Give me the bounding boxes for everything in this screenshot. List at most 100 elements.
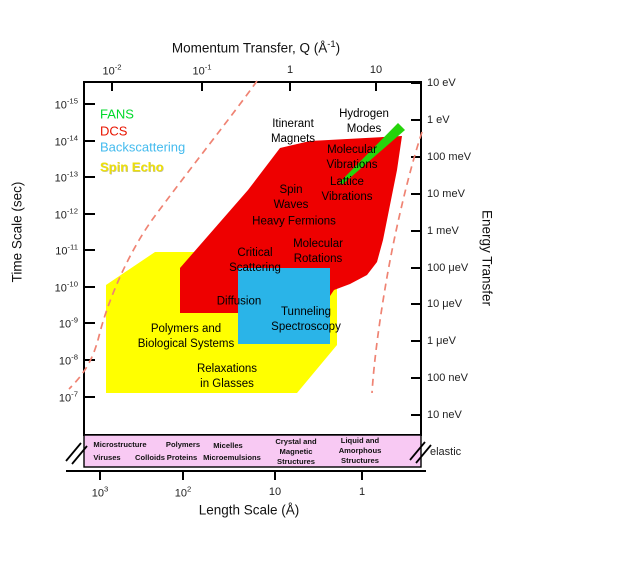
left-axis-tick-label: 10-11 [55,243,78,258]
top-axis-title-sup: -1 [327,38,336,50]
tick-base: 10 [58,355,72,368]
top-axis-tick-label: 1 [287,64,293,76]
band-label-liquid-and: Liquid and Amorphous Structures [338,436,382,465]
left-axis-tick-label: 10-14 [55,134,78,149]
region-label-itinerant: Itinerant Magnets [270,117,316,145]
bottom-axis-tick-label: 10 [269,486,281,498]
top-axis-tick-label: 10-1 [192,63,211,78]
right-axis-tick-label: 100 μeV [427,262,469,274]
bottom-axis-tick-label: 103 [92,485,109,500]
elastic-label: elastic [430,446,462,458]
left-axis-tick-label: 10-9 [59,316,78,331]
region-label-hydrogen: Hydrogen Modes [339,107,389,135]
top-axis-title-text: Momentum Transfer, Q (Å [171,40,328,56]
right-axis-title: Energy Transfer [479,209,495,307]
left-axis-tick-label: 10-8 [59,353,78,368]
left-axis-tick-label: 10-15 [55,97,78,112]
tick-base: 1 [358,486,366,498]
tick-base: 10 [192,65,205,78]
tick-base: 10 [55,245,68,258]
tick-base: 10 [54,172,67,185]
left-axis-tick-label: 10-13 [55,170,78,185]
tick-exponent: -12 [66,206,78,216]
tick-base: 10 [54,99,67,112]
tick-base: 1 [286,64,294,76]
axis-break-icon [71,445,88,465]
regions-layer [106,123,405,393]
tick-base: 10 [58,392,72,405]
top-axis-tick-label: 10-2 [102,63,121,78]
tick-base: 10 [54,282,67,295]
tick-exponent: 3 [103,484,109,494]
legend-item-dcs: DCS [100,123,128,139]
top-axis-tick-label: 10 [370,64,382,76]
region-label-molecular: Molecular Vibrations [326,143,378,171]
right-axis-tick-label: 1 μeV [427,335,456,347]
tick-base: 10 [54,136,67,149]
tick-exponent: -2 [114,62,122,72]
region-label-lattice: Lattice Vibrations [321,175,373,203]
band-label-proteins: Proteins [166,453,198,463]
axes-layer [65,81,432,480]
band-label-micelles: Micelles [213,441,243,451]
right-axis-tick-label: 100 neV [427,372,468,384]
region-label-diffusion: Diffusion [216,295,262,308]
band-label-colloids: Colloids [135,453,165,463]
tick-base: 10 [54,209,67,222]
tick-exponent: -14 [66,133,78,143]
axis-break-icon [65,442,82,462]
right-axis-tick-label: 100 meV [427,151,472,163]
region-label-heavy-fermions: Heavy Fermions [252,215,336,228]
region-label-molecular: Molecular Rotations [293,237,343,265]
band-label-viruses: Viruses [93,453,121,463]
band-label-crystal-and: Crystal and Magnetic Structures [275,437,317,466]
tick-base: 10 [174,487,187,500]
tick-exponent: -10 [66,279,78,289]
region-fans [339,123,405,184]
tick-exponent: -8 [71,352,78,362]
right-axis-tick-label: 10 eV [427,77,456,89]
left-axis-tick-label: 10-12 [55,207,78,222]
tick-base: 10 [268,486,282,498]
curves-layer [68,80,423,394]
tick-exponent: -1 [204,62,212,72]
band-label-microstructure: Microstructure [93,440,147,450]
region-label-spin: Spin Waves [273,183,309,211]
tick-base: 10 [102,65,115,78]
bottom-axis-tick-label: 1 [359,486,365,498]
axis-break-icon [415,444,432,464]
tick-exponent: -9 [71,315,78,325]
tick-exponent: -7 [71,389,78,399]
tick-base: 10 [91,487,104,500]
left-axis-tick-label: 10-10 [55,280,78,295]
region-label-polymers-and: Polymers and Biological Systems [137,322,235,350]
tick-base: 10 [369,64,383,76]
tick-exponent: 2 [186,484,192,494]
bottom-axis-title: Length Scale (Å) [198,502,300,518]
band-label-polymers: Polymers [165,440,201,450]
region-backscattering [238,268,330,344]
left-axis-title: Time Scale (sec) [9,181,25,283]
kinematic-limit-curve [371,131,423,394]
bottom-axis-tick-label: 102 [175,485,192,500]
legend-item-fans: FANS [100,106,134,122]
region-label-relaxations: Relaxations in Glasses [196,362,258,390]
tick-exponent: -15 [66,96,78,106]
band-label-microemulsions: Microemulsions [203,453,261,463]
region-label-critical: Critical Scattering [229,246,281,274]
top-axis-title: Momentum Transfer, Q (Å-1) [172,39,340,56]
right-axis-tick-label: 1 eV [427,114,450,126]
right-axis-tick-label: 1 meV [427,225,459,237]
legend-item-backscattering: Backscattering [100,139,186,155]
right-axis-tick-label: 10 μeV [427,298,463,310]
kinematic-limit-curve [68,80,258,390]
left-axis-tick-label: 10-7 [59,390,78,405]
tick-base: 10 [58,318,72,331]
axis-break-icon [409,441,426,461]
tick-exponent: -13 [66,169,78,179]
right-axis-tick-label: 10 neV [427,409,462,421]
right-axis-tick-label: 10 meV [427,188,465,200]
